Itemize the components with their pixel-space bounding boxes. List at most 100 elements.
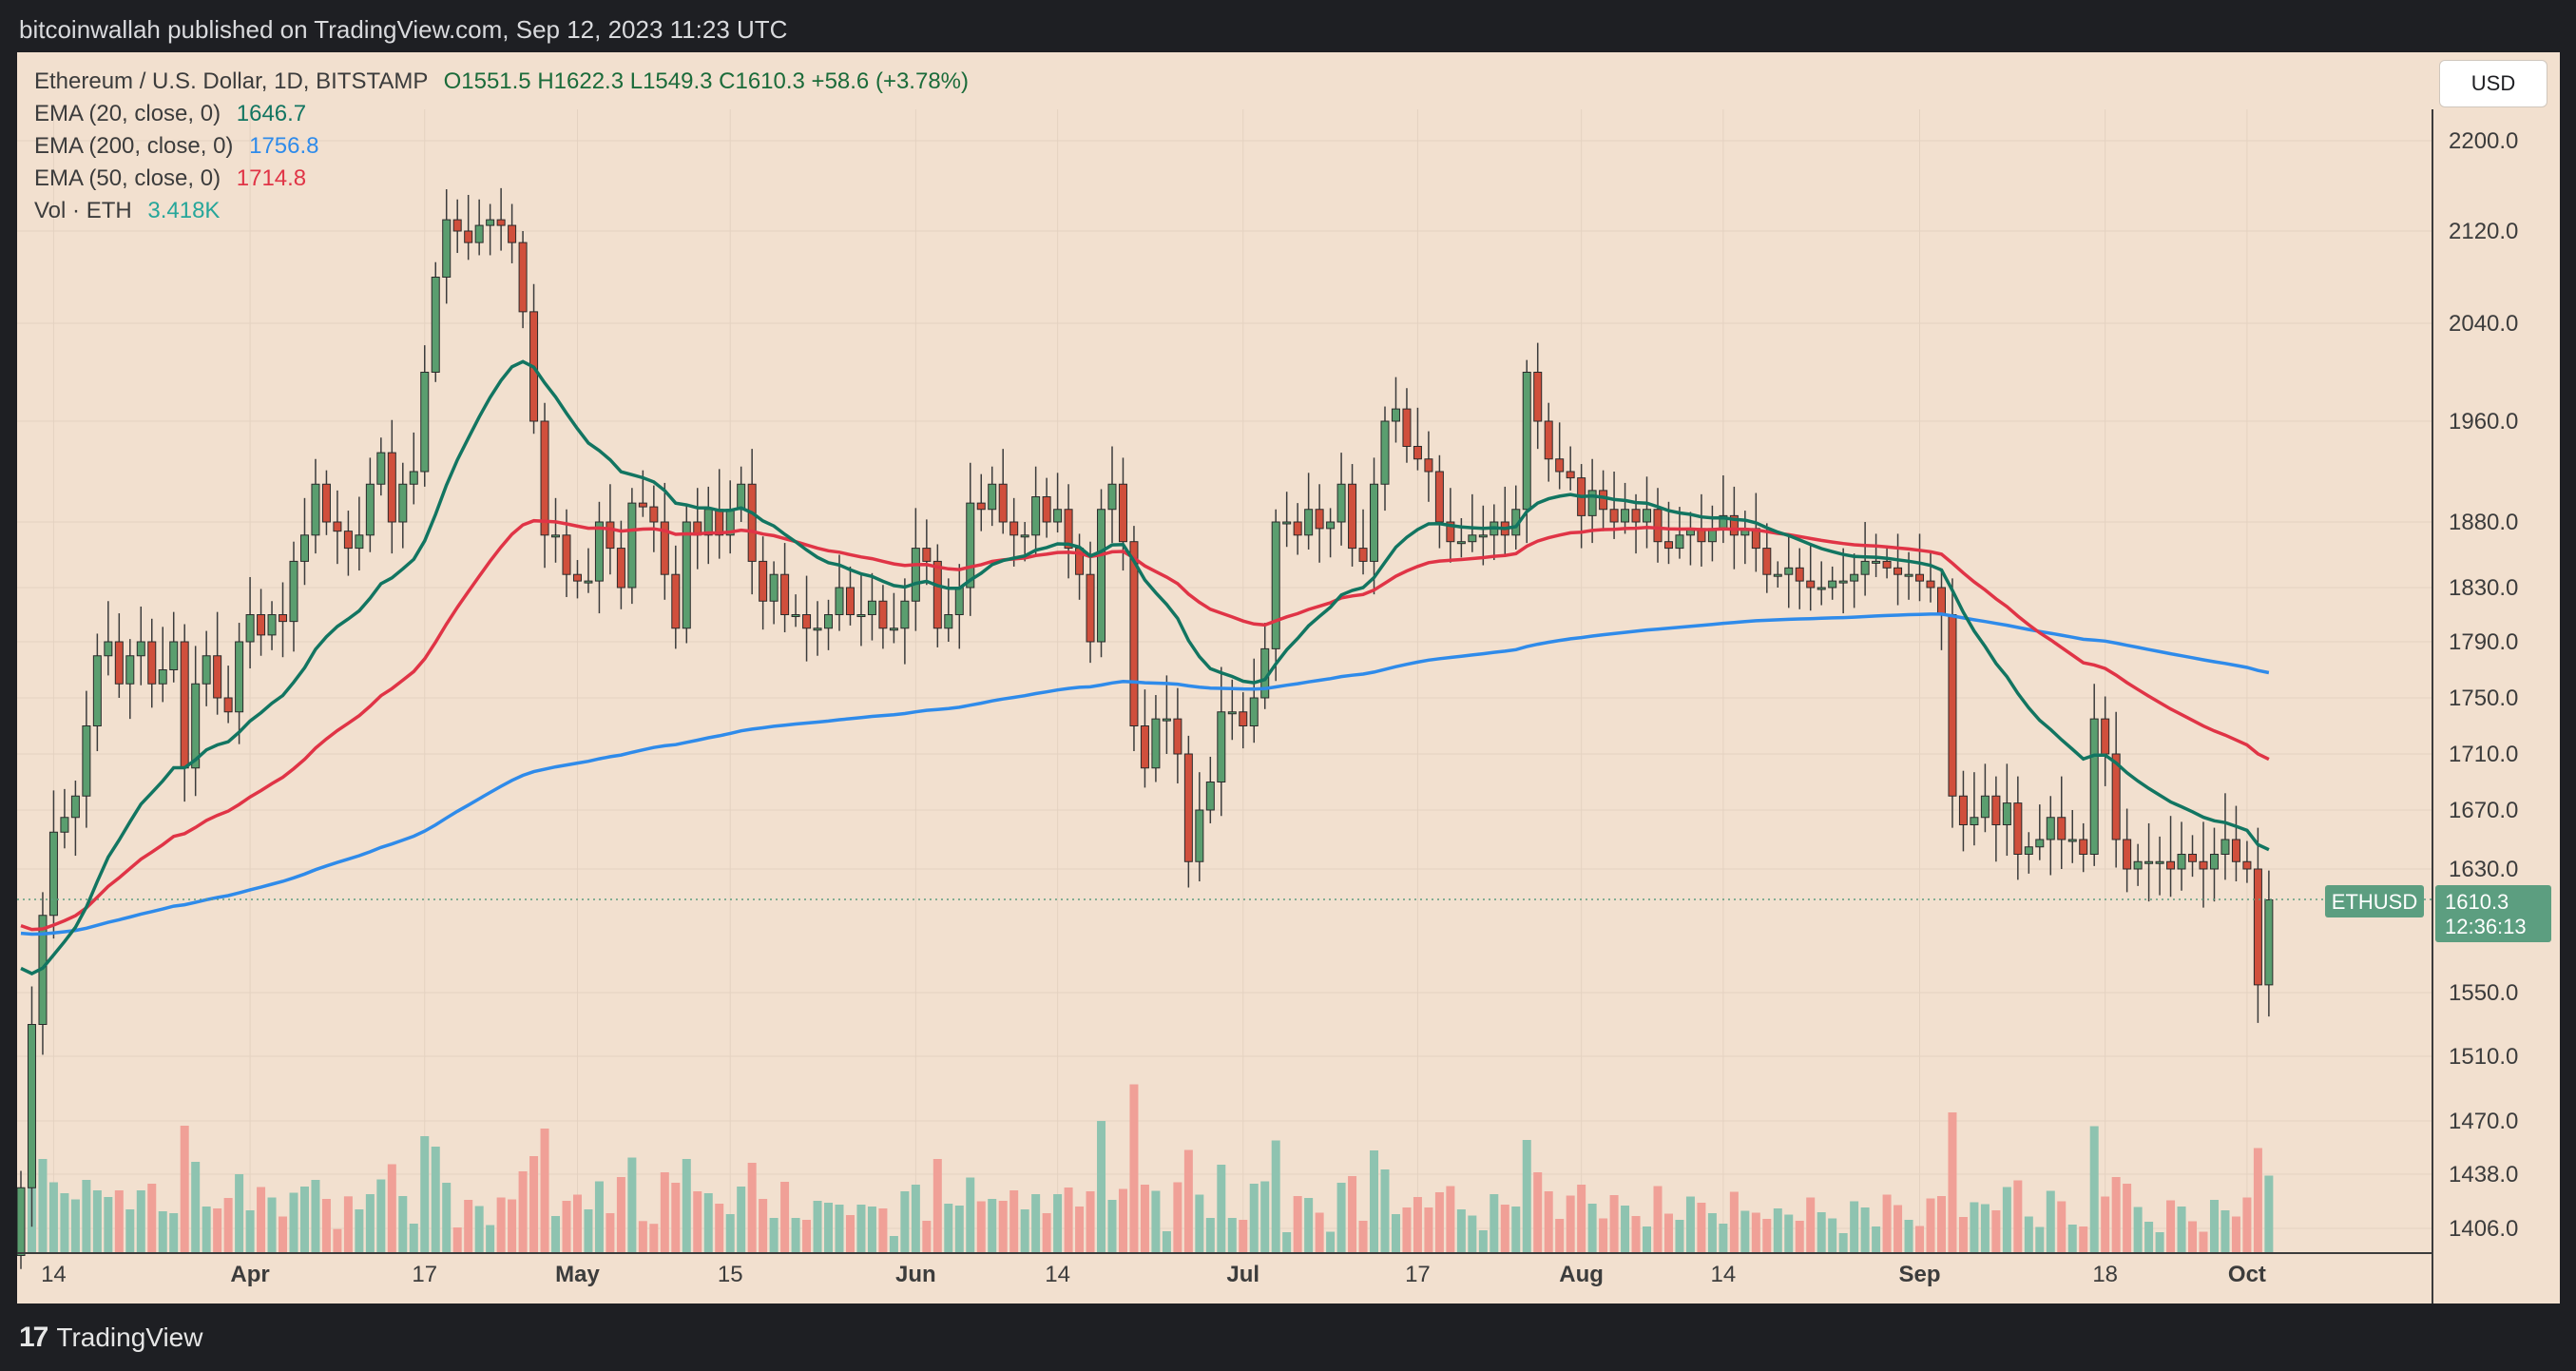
time-axis-label: 18 (2092, 1262, 2118, 1287)
candle-body (954, 587, 964, 615)
chart-frame[interactable]: 2200.0 2120.0 2040.0 1960.0 1880.0 1830.0 1790… (17, 52, 2560, 1303)
volume-bar (1151, 1190, 1161, 1253)
published-line: bitcoinwallah published on TradingView.c… (19, 15, 788, 44)
volume-bar (1249, 1184, 1259, 1253)
ema20-line (20, 359, 2270, 975)
candle-body (1162, 718, 1171, 722)
symbol-tag-label: ETHUSD (2332, 890, 2417, 914)
candle-body (365, 483, 375, 536)
legend-ema50-row[interactable]: EMA (50, close, 0) 1714.8 (34, 163, 969, 195)
candle-body (856, 614, 866, 617)
volume-bar (2231, 1216, 2240, 1253)
price-chart[interactable]: 2200.0 2120.0 2040.0 1960.0 1880.0 1830.0 1790… (17, 52, 2560, 1303)
candle-body (911, 548, 920, 602)
volume-bar (682, 1159, 691, 1253)
volume-bar (703, 1193, 713, 1253)
candle-body (1970, 817, 1979, 825)
volume-bar (1740, 1210, 1750, 1253)
volume-bar (1424, 1207, 1433, 1253)
candle-body (496, 219, 506, 226)
legend-ema20-row[interactable]: EMA (20, close, 0) 1646.7 (34, 98, 969, 130)
volume-bar (737, 1187, 746, 1253)
volume-bar (1282, 1232, 1292, 1253)
candle-body (922, 548, 932, 562)
volume-bar (409, 1224, 418, 1253)
candle-body (355, 534, 364, 550)
candle-body (1828, 580, 1837, 589)
footer-brand[interactable]: TradingView (56, 1323, 203, 1352)
candle-body (2024, 846, 2033, 855)
candle-body (1643, 509, 1652, 523)
volume-bar (245, 1210, 255, 1253)
candle-body (147, 641, 157, 685)
candle-body (976, 502, 986, 511)
volume-bar (1075, 1207, 1085, 1253)
candle-body (1336, 483, 1346, 523)
candle-body (1053, 509, 1063, 523)
price-axis-label: 1510.0 (2449, 1044, 2518, 1070)
candle-body (900, 600, 910, 629)
candle-body (1315, 509, 1324, 530)
volume-bar (693, 1191, 702, 1253)
candle-body (2111, 753, 2121, 840)
volume-bar (638, 1221, 647, 1253)
volume-bar (1468, 1215, 1477, 1253)
candle-body (2002, 802, 2011, 825)
candle-body (1118, 483, 1127, 543)
volume-bar (1129, 1084, 1139, 1253)
candle-body (1239, 711, 1248, 726)
candle-body (1042, 496, 1051, 523)
candle-body (1522, 372, 1531, 511)
candle-body (2035, 839, 2045, 848)
volume-bar (2046, 1190, 2055, 1253)
volume-bar (1500, 1205, 1509, 1253)
legend-ema200-row[interactable]: EMA (200, close, 0) 1756.8 (34, 130, 969, 163)
candle-body (1773, 573, 1782, 577)
volume-bar (180, 1126, 189, 1253)
volume-bar (2057, 1201, 2067, 1253)
volume-bar (649, 1224, 659, 1253)
price-axis-label: 1438.0 (2449, 1162, 2518, 1188)
candle-body (998, 483, 1008, 523)
volume-bar (1904, 1220, 1913, 1253)
tradingview-logo-icon: 17 (19, 1322, 48, 1353)
volume-bar (824, 1203, 834, 1253)
price-axis-label: 1960.0 (2449, 409, 2518, 434)
volume-bar (1009, 1190, 1019, 1253)
ema20-value: 1646.7 (236, 101, 307, 126)
candle-body (2220, 839, 2230, 855)
volume-bar (2013, 1180, 2023, 1253)
candle-body (682, 521, 691, 629)
volume-bar (2188, 1221, 2198, 1253)
candle-body (1621, 509, 1630, 523)
volume-bar (1806, 1197, 1816, 1253)
candle-body (671, 573, 681, 629)
volume-bar (1511, 1207, 1521, 1253)
volume-bar (529, 1156, 539, 1253)
volume-bar (452, 1227, 462, 1253)
volume-bar (2024, 1216, 2033, 1253)
candle-body (1358, 548, 1368, 562)
volume-bar (1053, 1194, 1063, 1253)
candle-body (125, 655, 135, 685)
ema200-line (20, 612, 2270, 937)
volume-bar (1380, 1169, 1390, 1253)
volume-bar (954, 1206, 964, 1253)
volume-bar (169, 1213, 179, 1253)
candle-body (1533, 372, 1543, 422)
currency-button[interactable]: USD (2439, 60, 2547, 107)
volume-bar (1205, 1218, 1215, 1253)
price-axis-label: 1880.0 (2449, 510, 2518, 535)
volume-bar (1456, 1209, 1466, 1253)
volume-bar (1544, 1191, 1553, 1253)
candle-body (1402, 408, 1412, 447)
volume-bar (878, 1208, 888, 1253)
candle-body (27, 1024, 36, 1188)
legend-volume-row[interactable]: Vol · ETH 3.418K (34, 195, 969, 227)
ema50-line (20, 518, 2270, 932)
price-axis-label: 1406.0 (2449, 1216, 2518, 1242)
candle-body (769, 573, 779, 602)
volume-bar (802, 1220, 812, 1253)
candle-body (267, 614, 277, 636)
candle-body (464, 230, 473, 243)
